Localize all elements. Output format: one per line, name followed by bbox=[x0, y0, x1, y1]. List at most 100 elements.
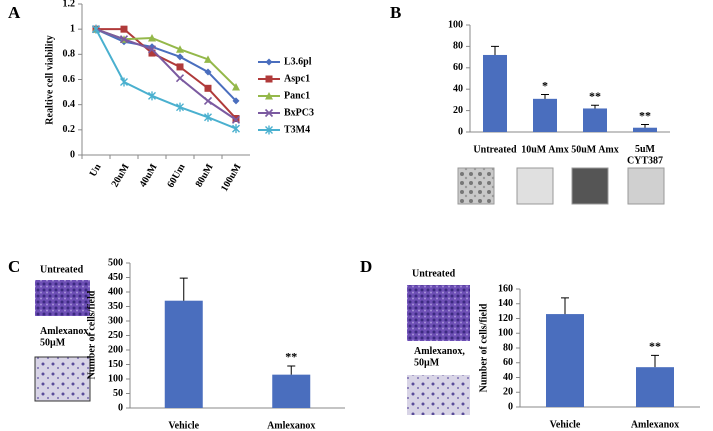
marker bbox=[176, 53, 184, 61]
error-bar bbox=[541, 94, 549, 99]
series-line bbox=[95, 28, 237, 121]
marker bbox=[120, 77, 128, 87]
y-tick-label: 80 bbox=[453, 41, 463, 52]
marker bbox=[148, 49, 156, 57]
series-line bbox=[95, 28, 237, 102]
marker bbox=[120, 25, 128, 33]
x-tick-label: Vehicle bbox=[168, 420, 199, 431]
bar bbox=[164, 300, 203, 408]
panel-label: D bbox=[360, 257, 372, 276]
y-tick-label: 120 bbox=[498, 313, 513, 324]
error-bar bbox=[651, 354, 659, 368]
marker bbox=[232, 124, 240, 134]
marker bbox=[204, 84, 212, 92]
y-tick-label: 20 bbox=[453, 105, 463, 116]
marker bbox=[232, 97, 240, 105]
y-tick-label: 1 bbox=[70, 23, 75, 34]
y-tick-label: 160 bbox=[498, 283, 513, 294]
series-line bbox=[95, 28, 237, 130]
y-tick-label: 0 bbox=[70, 149, 75, 160]
y-axis-label: Realtive cell viability bbox=[44, 35, 55, 124]
legend-marker bbox=[265, 125, 273, 135]
y-tick-label: 100 bbox=[108, 373, 123, 384]
y-tick-label: 80 bbox=[503, 342, 513, 353]
image-label: Untreated bbox=[412, 268, 456, 279]
significance-label: ** bbox=[649, 339, 661, 353]
marker bbox=[119, 35, 129, 44]
y-tick-label: 400 bbox=[108, 286, 123, 297]
y-tick-label: 0.2 bbox=[63, 124, 76, 135]
error-bar bbox=[287, 365, 296, 375]
bar bbox=[583, 108, 607, 132]
marker bbox=[204, 68, 212, 76]
x-tick-label: 20uM bbox=[110, 162, 132, 190]
x-tick-label: 100uM bbox=[219, 162, 244, 194]
y-tick-label: 250 bbox=[108, 330, 123, 341]
y-tick-label: 0.8 bbox=[63, 49, 76, 60]
y-tick-label: 60 bbox=[453, 62, 463, 73]
y-tick-label: 0.4 bbox=[63, 99, 76, 110]
marker bbox=[204, 55, 212, 63]
y-tick-label: 0.6 bbox=[63, 74, 76, 85]
legend-label: BxPC3 bbox=[284, 107, 314, 118]
y-tick-label: 350 bbox=[108, 301, 123, 312]
thumbnail bbox=[627, 167, 665, 205]
thumbnail bbox=[407, 375, 470, 415]
marker bbox=[203, 96, 213, 105]
y-tick-label: 500 bbox=[108, 257, 123, 268]
y-axis-label: Number of cells/field bbox=[478, 303, 489, 392]
marker bbox=[204, 112, 212, 122]
significance-label: ** bbox=[639, 108, 651, 122]
y-tick-label: 20 bbox=[503, 387, 513, 398]
marker bbox=[232, 83, 240, 91]
legend-label: T3M4 bbox=[284, 124, 310, 135]
x-tick-label: 10uM Amx bbox=[521, 144, 569, 155]
x-tick-label: Amlexanox bbox=[631, 419, 679, 430]
error-bar bbox=[491, 45, 499, 55]
y-tick-label: 0 bbox=[118, 402, 123, 413]
image-label: Amlexanox, 50µM bbox=[40, 326, 91, 349]
error-bar bbox=[591, 104, 599, 109]
marker bbox=[175, 74, 185, 83]
y-tick-label: 100 bbox=[498, 328, 513, 339]
bar bbox=[272, 374, 311, 408]
legend-label: L3.6pl bbox=[284, 56, 312, 67]
y-tick-label: 40 bbox=[503, 372, 513, 383]
panel-label: B bbox=[390, 3, 401, 22]
y-axis-label: Number of cells/field bbox=[86, 290, 97, 379]
x-tick-label: Untreated bbox=[473, 144, 517, 155]
x-tick-label: 40uM bbox=[138, 162, 160, 190]
x-tick-label: 50uM Amx bbox=[571, 144, 619, 155]
legend-label: Aspc1 bbox=[284, 73, 310, 84]
x-tick-label: 80uM bbox=[194, 162, 216, 190]
thumbnail bbox=[516, 167, 554, 205]
x-tick-label: Vehicle bbox=[550, 419, 581, 430]
bar bbox=[636, 367, 674, 407]
y-tick-label: 100 bbox=[448, 19, 463, 30]
x-tick-label: 60Um bbox=[165, 162, 188, 190]
y-tick-label: 150 bbox=[108, 359, 123, 370]
error-bar bbox=[561, 297, 569, 315]
x-tick-label: Amlexanox bbox=[267, 420, 315, 431]
legend-marker bbox=[265, 92, 273, 100]
panel-label: A bbox=[8, 3, 21, 22]
error-bar bbox=[641, 124, 649, 128]
image-label: Amlexanox, 50µM bbox=[414, 346, 465, 369]
y-tick-label: 450 bbox=[108, 272, 123, 283]
significance-label: * bbox=[542, 78, 548, 92]
legend-marker bbox=[264, 108, 274, 118]
panel-label: C bbox=[8, 257, 20, 276]
marker bbox=[148, 91, 156, 101]
error-bar bbox=[179, 277, 188, 301]
thumbnail bbox=[407, 285, 470, 341]
thumbnail bbox=[35, 280, 90, 316]
y-tick-label: 300 bbox=[108, 315, 123, 326]
y-tick-label: 0 bbox=[458, 126, 463, 137]
bar bbox=[533, 98, 557, 132]
significance-label: ** bbox=[589, 89, 601, 103]
marker bbox=[231, 115, 241, 124]
marker bbox=[92, 24, 100, 34]
thumbnail bbox=[571, 167, 609, 205]
y-tick-label: 140 bbox=[498, 298, 513, 309]
